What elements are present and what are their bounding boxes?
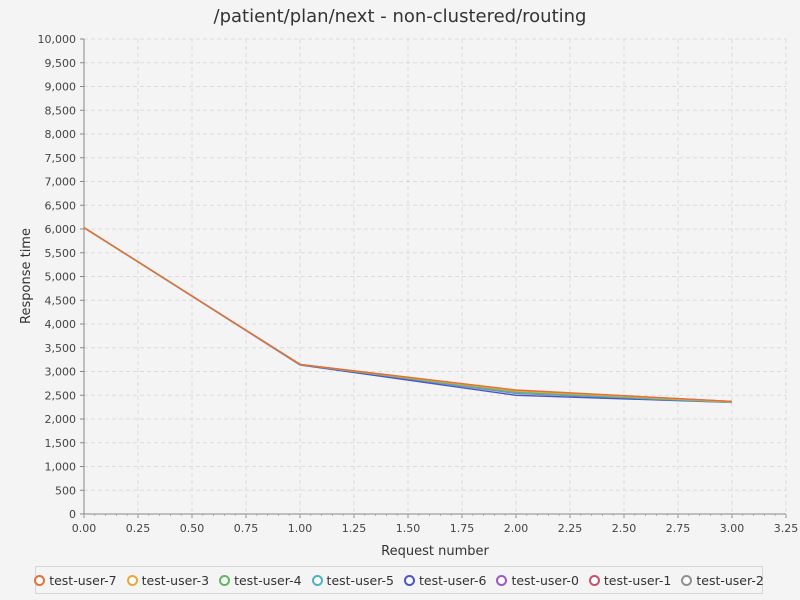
y-tick-label: 8,000 [45,128,77,141]
x-tick-label: 0.50 [180,522,205,535]
legend-swatch-icon [311,574,323,586]
y-tick-label: 6,500 [45,199,77,212]
legend-swatch-icon [404,574,415,586]
legend-swatch-icon [126,574,138,586]
series-lines [83,227,733,404]
legend-item[interactable]: test-user-7 [34,572,117,588]
y-tick-label: 2,500 [45,389,77,402]
y-tick-label: 9,500 [45,57,77,70]
series-line-test-user-7 [83,227,733,403]
legend-swatch-icon [496,574,508,586]
legend-swatch-icon [588,574,600,586]
legend-item[interactable]: test-user-3 [126,572,210,588]
y-tick-label: 10,000 [38,33,77,46]
y-tick-label: 7,500 [45,152,77,165]
y-tick-label: 6,000 [45,223,77,236]
x-tick-label: 1.25 [342,522,367,535]
legend-label: test-user-2 [696,572,764,588]
y-tick-label: 5,500 [45,247,77,260]
y-tick-label: 9,000 [45,81,77,94]
x-tick-label: 1.00 [288,522,313,535]
x-tick-label: 1.50 [396,522,421,535]
y-tick-label: 8,500 [45,104,77,117]
legend-swatch-icon [681,574,693,586]
legend-swatch-icon [34,574,46,586]
y-tick-label: 1,500 [45,437,77,450]
legend-item[interactable]: test-user-0 [496,572,579,588]
y-tick-label: 0 [69,508,76,521]
legend-label: test-user-3 [141,572,210,588]
chart-title: /patient/plan/next - non-clustered/routi… [213,6,587,27]
grid [83,38,787,515]
legend-label: test-user-5 [326,572,394,588]
x-tick-label: 2.00 [504,522,529,535]
y-tick-label: 500 [55,484,76,497]
x-tick-label: 0.00 [72,522,97,535]
y-tick-label: 3,000 [45,366,77,379]
legend-item[interactable]: test-user-5 [311,572,394,588]
legend-label: test-user-6 [419,572,487,588]
y-tick-label: 4,000 [45,318,77,331]
y-tick-label: 4,500 [45,294,77,307]
x-tick-label: 0.25 [126,522,151,535]
y-tick-label: 2,000 [45,413,77,426]
y-axis-label: Response time [19,228,34,324]
legend-label: test-user-4 [234,572,302,588]
x-tick-label: 0.75 [234,522,259,535]
y-tick-label: 3,500 [45,342,77,355]
legend-label: test-user-7 [49,572,117,588]
y-tick-label: 1,000 [45,461,77,474]
legend-item[interactable]: test-user-1 [588,572,672,588]
legend-label: test-user-0 [511,572,579,588]
x-tick-label: 3.25 [774,522,799,535]
legend-swatch-icon [219,574,231,586]
legend-label: test-user-1 [603,572,672,588]
x-tick-label: 2.75 [666,522,691,535]
axes: 0 500 1,000 1,500 2,000 2,500 3,000 3,500 4,000 4… [38,33,799,535]
x-tick-label: 1.75 [450,522,475,535]
x-tick-label: 3.00 [720,522,745,535]
x-tick-label: 2.50 [612,522,637,535]
x-axis-label: Request number [381,544,489,559]
legend-item[interactable]: test-user-6 [404,573,486,588]
y-tick-label: 7,000 [45,176,77,189]
legend-item[interactable]: test-user-2 [681,572,764,588]
x-tick-label: 2.25 [558,522,583,535]
legend: test-user-7 test-user-3 test-user-4 test-us… [34,566,764,594]
legend-item[interactable]: test-user-4 [219,572,302,588]
y-tick-label: 5,000 [45,271,77,284]
